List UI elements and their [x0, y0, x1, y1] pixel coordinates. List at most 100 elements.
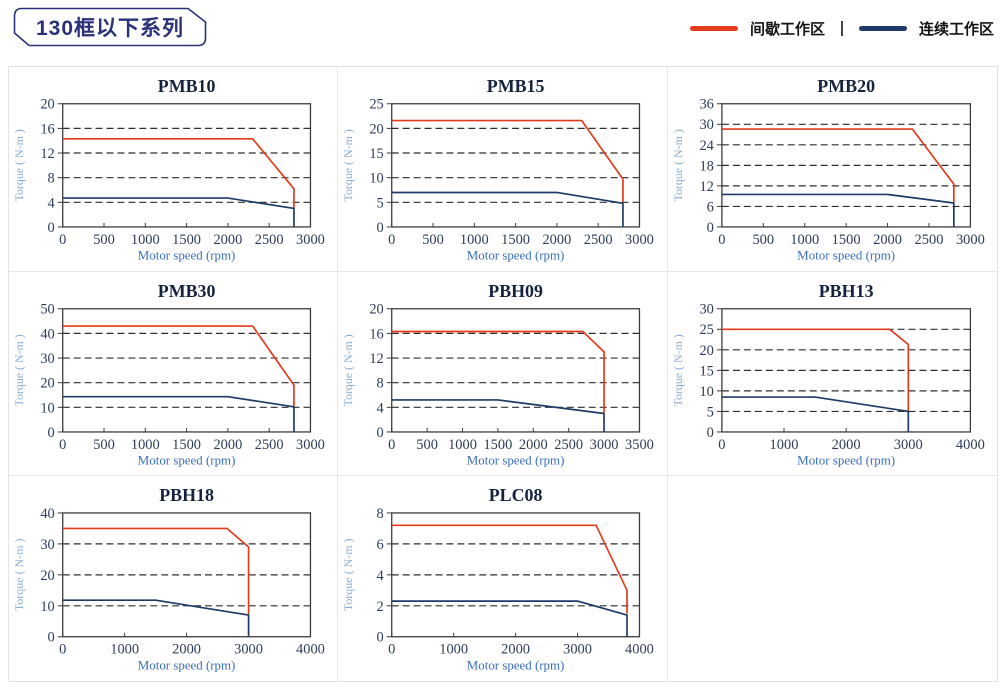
svg-text:PBH09: PBH09 — [489, 281, 544, 301]
svg-text:20: 20 — [40, 97, 54, 113]
svg-text:1000: 1000 — [131, 232, 160, 248]
charts-grid: 0 500 1000 1500 2000 2500 3000 0 4 8 12 16 20 PMB10 Mo… — [8, 66, 998, 682]
svg-text:0: 0 — [377, 220, 384, 236]
svg-text:30: 30 — [699, 301, 713, 317]
svg-text:30: 30 — [699, 117, 713, 133]
svg-text:2000: 2000 — [502, 642, 531, 658]
chart-cell-pbh13: 0 1000 2000 3000 4000 0 5 10 15 20 25 30 PBH13 Motor … — [667, 272, 997, 477]
svg-text:2500: 2500 — [914, 232, 943, 248]
svg-text:4000: 4000 — [956, 437, 985, 453]
svg-text:PBH18: PBH18 — [159, 485, 214, 505]
svg-text:2000: 2000 — [172, 642, 201, 658]
svg-text:30: 30 — [40, 351, 54, 367]
svg-text:Motor speed (rpm): Motor speed (rpm) — [138, 248, 236, 263]
svg-text:4000: 4000 — [296, 642, 325, 658]
chart-pmb30: 0 500 1000 1500 2000 2500 3000 0 10 20 30 40 50 PMB30… — [12, 281, 325, 468]
svg-text:5: 5 — [706, 404, 713, 420]
svg-text:4000: 4000 — [625, 642, 654, 658]
svg-text:PMB15: PMB15 — [487, 76, 545, 96]
svg-text:0: 0 — [48, 220, 55, 236]
svg-text:25: 25 — [370, 97, 384, 113]
svg-text:PMB30: PMB30 — [158, 281, 216, 301]
svg-text:0: 0 — [48, 425, 55, 441]
svg-text:1000: 1000 — [460, 232, 489, 248]
svg-text:1500: 1500 — [172, 232, 201, 248]
chart-cell-pmb20: 0 500 1000 1500 2000 2500 3000 0 6 12 18 24 30 36 PMB2… — [667, 67, 997, 272]
svg-text:2: 2 — [377, 599, 384, 615]
chart-pbh18: 0 1000 2000 3000 4000 0 10 20 30 40 PBH18 Motor spe… — [12, 485, 325, 673]
svg-text:4: 4 — [48, 195, 55, 211]
legend-red-swatch — [689, 26, 738, 31]
svg-text:1000: 1000 — [440, 642, 469, 658]
svg-text:Torque ( N-m ): Torque ( N-m ) — [341, 129, 355, 201]
svg-text:1500: 1500 — [502, 232, 531, 248]
svg-text:0: 0 — [48, 630, 55, 646]
svg-text:6: 6 — [377, 537, 384, 553]
svg-text:Torque ( N-m ): Torque ( N-m ) — [671, 129, 685, 201]
svg-text:Motor speed (rpm): Motor speed (rpm) — [797, 248, 895, 263]
svg-text:3000: 3000 — [625, 232, 654, 248]
svg-text:4: 4 — [377, 568, 384, 584]
chart-pmb10: 0 500 1000 1500 2000 2500 3000 0 4 8 12 16 20 PMB10 Mo… — [12, 76, 325, 263]
svg-text:12: 12 — [370, 351, 384, 367]
svg-text:8: 8 — [377, 506, 384, 522]
svg-text:1000: 1000 — [769, 437, 798, 453]
svg-text:0: 0 — [59, 232, 66, 248]
legend-navy-swatch — [858, 26, 907, 31]
svg-text:0: 0 — [59, 642, 66, 658]
chart-cell-pbh09: 0 500 1000 1500 2000 2500 3000 3500 0 4 8 12 16 20 PBH… — [338, 271, 668, 477]
svg-text:5: 5 — [377, 195, 384, 211]
svg-text:PLC08: PLC08 — [489, 485, 543, 505]
chart-pbh09: 0 500 1000 1500 2000 2500 3000 3500 0 4 8 12 16 20 PBH… — [341, 281, 654, 468]
svg-text:12: 12 — [40, 146, 54, 162]
svg-text:Motor speed (rpm): Motor speed (rpm) — [467, 658, 565, 673]
svg-text:1000: 1000 — [448, 437, 477, 453]
svg-text:500: 500 — [423, 232, 445, 248]
svg-text:1500: 1500 — [172, 437, 201, 453]
svg-text:500: 500 — [93, 232, 115, 248]
legend: 间歇工作区 连续工作区 — [689, 18, 994, 39]
svg-text:15: 15 — [699, 363, 713, 379]
chart-plc08: 0 1000 2000 3000 4000 0 2 4 6 8 PLC08 Motor speed (… — [341, 485, 654, 673]
svg-text:4: 4 — [377, 400, 384, 416]
page-title: 130框以下系列 — [35, 17, 185, 40]
series-title-badge: 130框以下系列 — [13, 7, 207, 47]
svg-text:20: 20 — [40, 375, 54, 391]
svg-text:20: 20 — [370, 301, 384, 317]
svg-text:24: 24 — [699, 138, 713, 154]
svg-text:500: 500 — [93, 437, 115, 453]
chart-cell-pmb30: 0 500 1000 1500 2000 2500 3000 0 10 20 30 40 50 PMB30… — [9, 271, 339, 477]
svg-text:20: 20 — [40, 568, 54, 584]
svg-text:500: 500 — [752, 232, 774, 248]
badge-outline-shape — [13, 7, 207, 47]
svg-text:Torque ( N-m ): Torque ( N-m ) — [341, 334, 355, 406]
legend-label-intermittent: 间歇工作区 — [749, 21, 825, 38]
svg-text:0: 0 — [377, 425, 384, 441]
svg-text:Torque ( N-m ): Torque ( N-m ) — [12, 539, 26, 612]
svg-text:2000: 2000 — [213, 232, 242, 248]
chart-cell-pmb10: 0 500 1000 1500 2000 2500 3000 0 4 8 12 16 20 PMB10 Mo… — [9, 67, 339, 272]
svg-text:2500: 2500 — [584, 232, 613, 248]
svg-text:25: 25 — [699, 322, 713, 338]
svg-text:0: 0 — [718, 437, 725, 453]
svg-text:0: 0 — [388, 437, 395, 453]
svg-text:2500: 2500 — [255, 232, 284, 248]
svg-text:20: 20 — [699, 342, 713, 358]
svg-text:500: 500 — [417, 437, 439, 453]
svg-text:Motor speed (rpm): Motor speed (rpm) — [467, 248, 565, 263]
svg-text:Torque ( N-m ): Torque ( N-m ) — [12, 129, 26, 201]
svg-text:2000: 2000 — [213, 437, 242, 453]
svg-text:0: 0 — [706, 425, 713, 441]
svg-text:Motor speed (rpm): Motor speed (rpm) — [467, 452, 565, 467]
svg-text:3500: 3500 — [625, 437, 654, 453]
svg-text:3000: 3000 — [590, 437, 619, 453]
svg-text:8: 8 — [48, 171, 55, 187]
svg-text:1000: 1000 — [110, 642, 139, 658]
svg-text:Motor speed (rpm): Motor speed (rpm) — [797, 452, 895, 467]
svg-text:0: 0 — [377, 630, 384, 646]
svg-text:0: 0 — [718, 232, 725, 248]
legend-label-continuous: 连续工作区 — [918, 21, 994, 38]
svg-text:2000: 2000 — [543, 232, 572, 248]
svg-text:20: 20 — [370, 121, 384, 137]
